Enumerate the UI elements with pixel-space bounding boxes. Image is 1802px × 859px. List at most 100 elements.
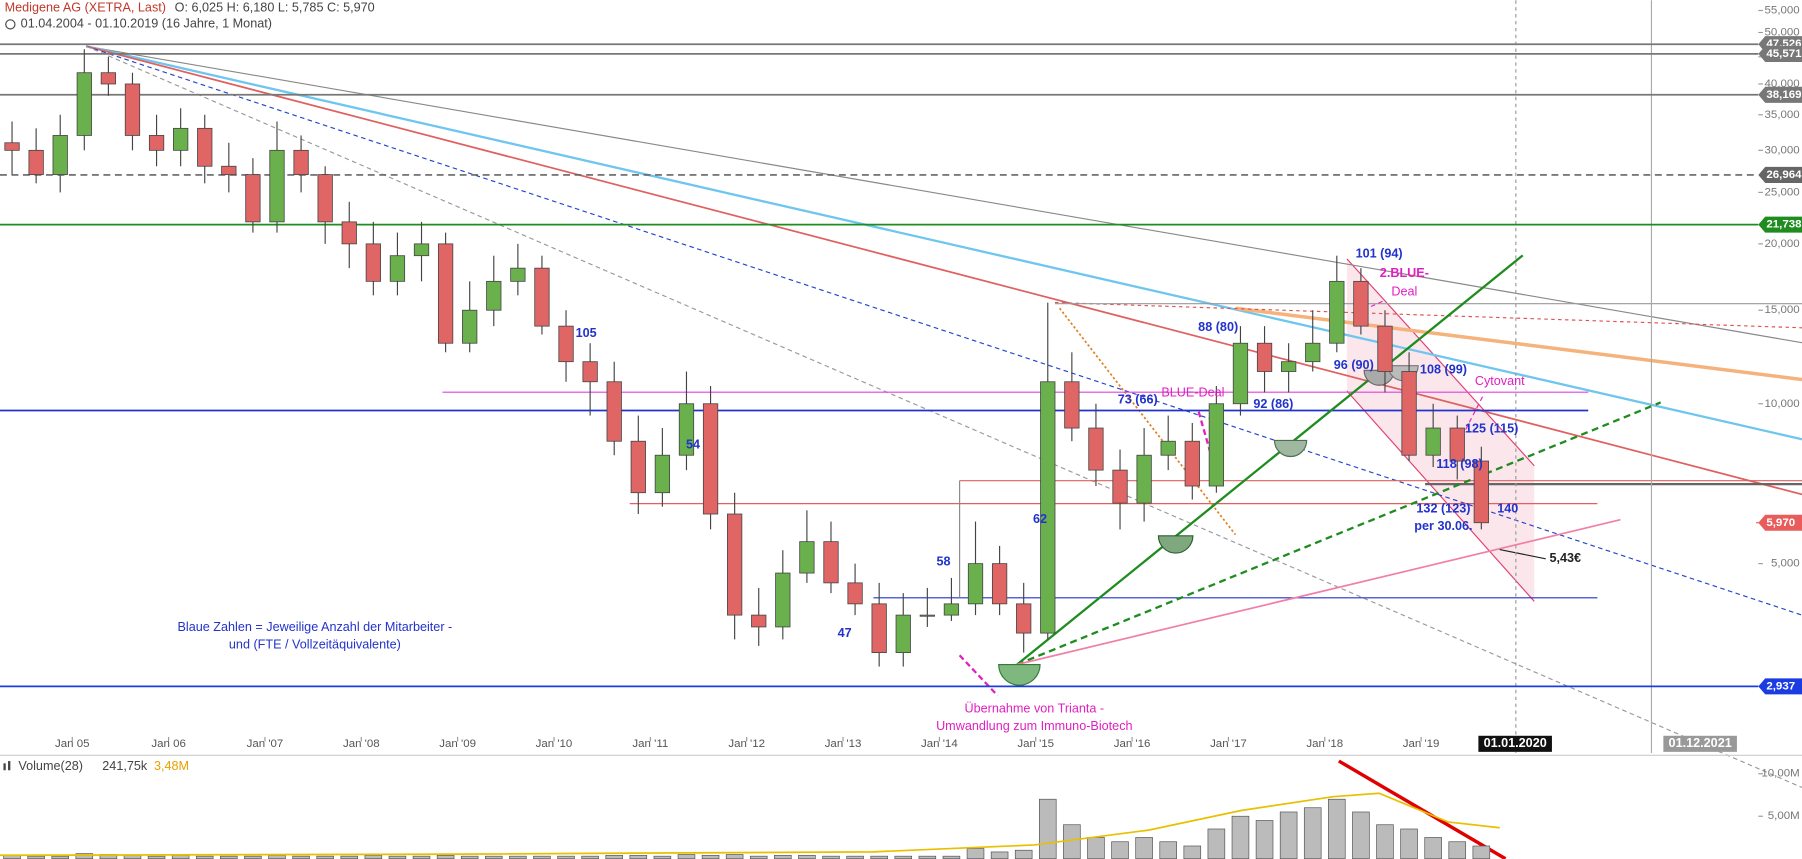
volume-bar [1231, 815, 1250, 859]
candle-body [486, 280, 502, 311]
candle-body [943, 603, 960, 616]
candle-body [341, 221, 357, 245]
x-tick-label: Jan '16 [1114, 738, 1151, 750]
volume-bar [51, 855, 69, 859]
candle-body [148, 135, 165, 151]
candle-body [510, 267, 526, 282]
date-range: 01.04.2004 - 01.10.2019 (16 Jahre, 1 Mon… [21, 17, 272, 31]
candle-body [775, 572, 791, 628]
ohlc: O: 6,025 H: 6,180 L: 5,785 C: 5,970 [175, 1, 375, 15]
plot: 5,000 10,000 15,000 20,000 25,000 30,000 35,00… [0, 5, 1802, 859]
candle-body [1160, 440, 1176, 456]
volume-bar [220, 855, 238, 859]
annotation: 88 (80) [1198, 320, 1238, 334]
volume-bar [822, 855, 840, 859]
y-tick-label: 35,000 [1765, 109, 1800, 121]
x-tick-label: Jan '18 [1306, 738, 1343, 750]
level-tag [1758, 216, 1802, 233]
candle-body [365, 243, 381, 282]
clock-icon [5, 19, 16, 30]
volume-bar [942, 855, 961, 859]
volume-bar [846, 855, 864, 859]
candle-body [437, 243, 454, 344]
volume-bar [1207, 828, 1226, 859]
annotation: BLUE-Deal [1161, 386, 1224, 400]
candle-body [413, 243, 430, 257]
annotation: 140 [1497, 502, 1518, 516]
x-tick-label: Jan '08 [343, 738, 380, 750]
candle-body [197, 127, 213, 167]
y-tick-label: 5,00M [1768, 810, 1800, 822]
annotation: 92 (86) [1253, 397, 1293, 411]
volume-bar [605, 854, 623, 859]
candle-body [967, 563, 984, 605]
candle-body [100, 72, 117, 85]
level-tag [1758, 678, 1802, 695]
volume-bar [1014, 849, 1033, 859]
candle-body [1184, 440, 1200, 487]
volume-bar [749, 855, 768, 859]
volume-bar [1183, 845, 1202, 859]
x-tick-label: Jan '14 [921, 738, 958, 750]
trend-line [85, 45, 1802, 789]
y-tick-label: 15,000 [1765, 304, 1800, 316]
candle-body [4, 142, 20, 151]
candle-body [1473, 460, 1489, 524]
volume-bar [774, 854, 792, 859]
x-tick-label: Jan '09 [439, 738, 476, 750]
annotation: 58 [936, 555, 950, 569]
volume-bar [701, 854, 720, 859]
candle-body [1208, 403, 1225, 487]
volume-bar [171, 854, 190, 859]
y-tick-label: 30,000 [1765, 144, 1800, 156]
x-tick-label: Jan '11 [632, 738, 668, 750]
volume-bar [1255, 820, 1274, 859]
candle-body [847, 582, 863, 605]
candle-body [173, 127, 189, 151]
annotation: Blaue Zahlen = Jeweilige Anzahl der Mita… [178, 620, 453, 634]
volume-bar [581, 855, 599, 859]
volume-bar [1087, 837, 1105, 859]
volume-bar [436, 854, 455, 859]
candle-body [293, 149, 309, 176]
volume-bar [557, 855, 575, 859]
volume-bar [509, 855, 527, 859]
volume-bar [677, 854, 696, 859]
x-tick-label: Jan 06 [151, 738, 185, 750]
volume-title: Volume(28) [18, 759, 83, 773]
annotation: 5,43€ [1549, 551, 1581, 565]
pointer [958, 654, 999, 697]
volume-bar [268, 854, 286, 859]
date-box [1663, 735, 1737, 752]
candle-body [76, 72, 92, 136]
candle-body [269, 149, 285, 223]
volume-bar [27, 855, 45, 859]
candle-body [28, 149, 44, 176]
candle-body [1353, 280, 1369, 327]
annotation: 118 (98) [1436, 457, 1482, 471]
candle-body [799, 541, 815, 574]
candle-body [124, 83, 141, 136]
annotation: 96 (90) [1334, 358, 1374, 372]
candle-body [462, 309, 478, 344]
x-tick-label: Jan 05 [55, 738, 89, 750]
candle-body [1281, 361, 1297, 372]
volume-icon [3, 763, 6, 771]
annotation: 108 (99) [1420, 363, 1467, 377]
volume-bar [533, 855, 551, 859]
volume-bar [629, 854, 648, 859]
candle-body [702, 403, 719, 515]
candle-body [558, 325, 574, 363]
volume-last: 241,75k [102, 759, 148, 773]
date-box [1478, 735, 1552, 752]
header: Medigene AG (XETRA, Last) O: 6,025 H: 6,… [3, 1, 375, 773]
candle-body [871, 603, 887, 653]
candle-body [727, 513, 743, 616]
candle-body [534, 267, 550, 327]
annotation: Übernahme von Trianta - [964, 702, 1104, 716]
volume-bar [1279, 811, 1298, 859]
pointer [1499, 549, 1546, 560]
trend-line [1016, 401, 1662, 666]
